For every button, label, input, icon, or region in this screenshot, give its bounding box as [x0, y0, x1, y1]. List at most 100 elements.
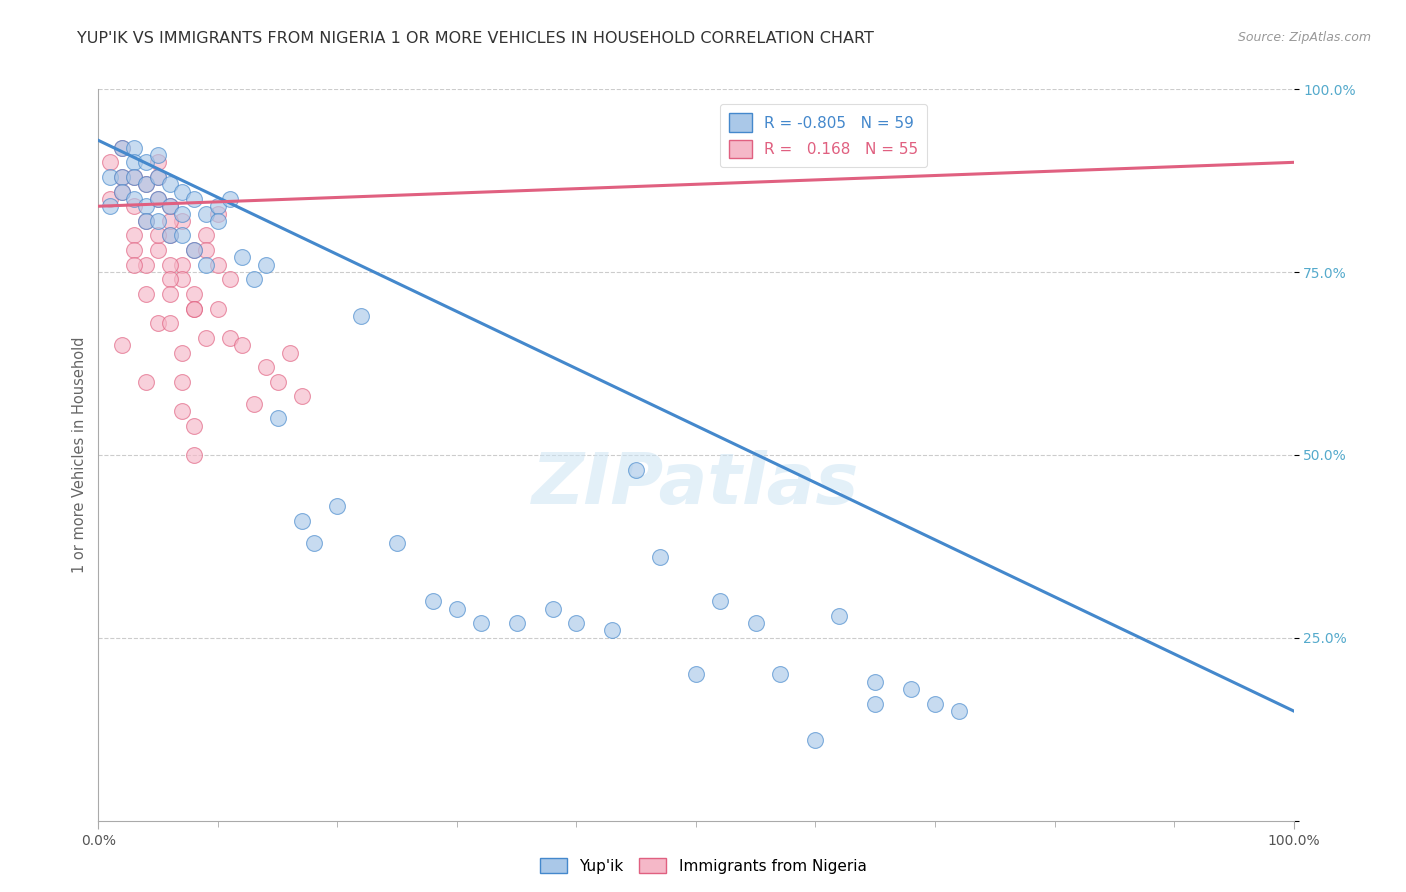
- Point: [98, 169, 122, 184]
- Point: [159, 199, 181, 213]
- Point: [183, 287, 205, 301]
- Point: [924, 697, 946, 711]
- Point: [948, 704, 970, 718]
- Point: [650, 550, 672, 565]
- Point: [111, 141, 134, 155]
- Point: [111, 338, 134, 352]
- Point: [254, 258, 277, 272]
- Point: [111, 169, 134, 184]
- Point: [769, 667, 792, 681]
- Point: [506, 616, 529, 631]
- Point: [111, 185, 134, 199]
- Point: [183, 192, 205, 206]
- Point: [148, 192, 170, 206]
- Point: [135, 214, 157, 228]
- Point: [219, 192, 242, 206]
- Text: YUP'IK VS IMMIGRANTS FROM NIGERIA 1 OR MORE VEHICLES IN HOUSEHOLD CORRELATION CH: YUP'IK VS IMMIGRANTS FROM NIGERIA 1 OR M…: [77, 31, 875, 46]
- Point: [350, 309, 373, 323]
- Point: [172, 258, 194, 272]
- Point: [302, 535, 325, 549]
- Legend: R = -0.805   N = 59, R =   0.168   N = 55: R = -0.805 N = 59, R = 0.168 N = 55: [720, 104, 928, 168]
- Point: [148, 192, 170, 206]
- Point: [172, 272, 194, 286]
- Point: [565, 616, 588, 631]
- Point: [159, 178, 181, 192]
- Point: [195, 258, 218, 272]
- Point: [183, 301, 205, 316]
- Point: [124, 141, 146, 155]
- Point: [172, 206, 194, 220]
- Point: [172, 185, 194, 199]
- Point: [231, 251, 253, 265]
- Point: [148, 316, 170, 330]
- Text: ZIPatlas: ZIPatlas: [533, 450, 859, 518]
- Point: [135, 199, 157, 213]
- Point: [124, 169, 146, 184]
- Point: [111, 141, 134, 155]
- Point: [135, 155, 157, 169]
- Point: [98, 199, 122, 213]
- Point: [207, 199, 229, 213]
- Point: [148, 155, 170, 169]
- Point: [446, 601, 468, 615]
- Point: [207, 214, 229, 228]
- Point: [865, 674, 887, 689]
- Point: [135, 375, 157, 389]
- Point: [172, 228, 194, 243]
- Point: [291, 514, 314, 528]
- Point: [135, 287, 157, 301]
- Point: [124, 155, 146, 169]
- Point: [135, 258, 157, 272]
- Point: [148, 214, 170, 228]
- Point: [602, 624, 624, 638]
- Point: [111, 169, 134, 184]
- Point: [124, 228, 146, 243]
- Point: [135, 178, 157, 192]
- Point: [124, 258, 146, 272]
- Point: [148, 169, 170, 184]
- Point: [865, 697, 887, 711]
- Point: [195, 243, 218, 257]
- Point: [159, 272, 181, 286]
- Point: [267, 375, 290, 389]
- Point: [219, 272, 242, 286]
- Point: [183, 448, 205, 462]
- Point: [207, 258, 229, 272]
- Point: [385, 535, 409, 549]
- Point: [135, 214, 157, 228]
- Point: [326, 499, 349, 513]
- Point: [685, 667, 707, 681]
- Point: [148, 169, 170, 184]
- Point: [219, 331, 242, 345]
- Point: [709, 594, 731, 608]
- Point: [745, 616, 768, 631]
- Point: [243, 397, 266, 411]
- Point: [243, 272, 266, 286]
- Point: [291, 389, 314, 403]
- Point: [804, 733, 827, 747]
- Point: [278, 345, 301, 359]
- Legend: Yup'ik, Immigrants from Nigeria: Yup'ik, Immigrants from Nigeria: [533, 852, 873, 880]
- Point: [541, 601, 564, 615]
- Point: [124, 243, 146, 257]
- Point: [111, 185, 134, 199]
- Text: Source: ZipAtlas.com: Source: ZipAtlas.com: [1237, 31, 1371, 45]
- Point: [159, 228, 181, 243]
- Point: [135, 178, 157, 192]
- Point: [159, 214, 181, 228]
- Point: [470, 616, 492, 631]
- Point: [159, 199, 181, 213]
- Point: [183, 243, 205, 257]
- Point: [267, 411, 290, 425]
- Point: [231, 338, 253, 352]
- Point: [124, 169, 146, 184]
- Point: [254, 360, 277, 375]
- Point: [195, 206, 218, 220]
- Point: [207, 301, 229, 316]
- Point: [124, 192, 146, 206]
- Point: [828, 608, 851, 623]
- Point: [159, 287, 181, 301]
- Point: [900, 681, 922, 696]
- Point: [195, 228, 218, 243]
- Point: [172, 375, 194, 389]
